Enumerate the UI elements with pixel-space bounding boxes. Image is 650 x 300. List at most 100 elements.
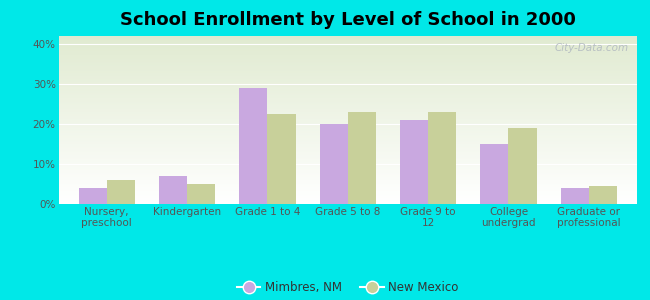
Bar (58, 172, 637, 173)
Bar (58, 92, 637, 93)
Bar (58, 153, 637, 154)
Bar (58, 136, 637, 137)
Bar (58, 200, 637, 201)
Bar (58, 110, 637, 111)
Bar (58, 113, 637, 114)
Bar (58, 112, 637, 113)
Bar (58, 190, 637, 191)
Bar (58, 37, 637, 38)
Bar (58, 170, 637, 171)
Bar (58, 119, 637, 120)
Bar (58, 64, 637, 65)
Bar (58, 188, 637, 189)
Bar (58, 74, 637, 75)
Bar (58, 93, 637, 94)
Bar (58, 194, 637, 195)
Title: School Enrollment by Level of School in 2000: School Enrollment by Level of School in … (120, 11, 576, 29)
Bar (58, 168, 637, 169)
Bar (58, 81, 637, 82)
Bar (58, 36, 637, 37)
Bar (58, 129, 637, 130)
Bar (58, 166, 637, 167)
Bar (58, 83, 637, 84)
Bar (58, 82, 637, 83)
Bar (58, 187, 637, 188)
Bar (58, 201, 637, 202)
Bar (58, 57, 637, 58)
Bar (58, 192, 637, 193)
Bar (58, 152, 637, 153)
Bar (58, 155, 637, 156)
Bar (58, 87, 637, 88)
Bar (58, 101, 637, 102)
Bar (58, 151, 637, 152)
Bar (58, 164, 637, 165)
Bar (58, 50, 637, 51)
Bar (58, 114, 637, 115)
Bar (58, 145, 637, 146)
Bar (58, 76, 637, 77)
Bar (58, 67, 637, 68)
Bar (58, 90, 637, 91)
Bar (58, 174, 637, 175)
Bar (58, 62, 637, 63)
Bar (58, 47, 637, 48)
Bar (58, 95, 637, 96)
Bar (58, 143, 637, 144)
Bar (58, 169, 637, 170)
Bar (159, 176, 187, 204)
Bar (58, 203, 637, 204)
Bar (58, 71, 637, 72)
Bar (58, 107, 637, 108)
Bar (239, 88, 267, 204)
Bar (58, 99, 637, 100)
Bar (58, 135, 637, 136)
Bar (58, 61, 637, 62)
Bar (58, 159, 637, 160)
Bar (79, 188, 107, 204)
Bar (58, 40, 637, 41)
Bar (58, 120, 637, 121)
Bar (58, 133, 637, 134)
Bar (58, 109, 637, 110)
Bar (58, 116, 637, 117)
Bar (320, 124, 348, 204)
Bar (58, 48, 637, 49)
Bar (58, 154, 637, 155)
Bar (58, 53, 637, 54)
Bar (58, 131, 637, 132)
Bar (58, 94, 637, 95)
Bar (58, 140, 637, 141)
Bar (58, 102, 637, 103)
Bar (58, 59, 637, 60)
Bar (58, 56, 637, 57)
Bar (58, 49, 637, 50)
Bar (58, 169, 637, 170)
Bar (58, 130, 637, 131)
Bar (58, 184, 637, 185)
Bar (58, 72, 637, 73)
Bar (58, 97, 637, 98)
Bar (58, 44, 637, 45)
Bar (58, 65, 637, 66)
Bar (58, 55, 637, 56)
Bar (58, 191, 637, 192)
Bar (58, 98, 637, 99)
Bar (561, 188, 589, 204)
Bar (58, 185, 637, 186)
Bar (267, 114, 296, 204)
Bar (58, 88, 637, 89)
Bar (58, 189, 637, 190)
Text: City-Data.com: City-Data.com (554, 43, 629, 53)
Bar (58, 108, 637, 109)
Bar (58, 181, 637, 182)
Bar (58, 163, 637, 164)
Bar (58, 124, 637, 125)
Bar (58, 105, 637, 106)
Bar (58, 51, 637, 52)
Bar (58, 165, 637, 166)
Bar (58, 182, 637, 183)
Bar (58, 157, 637, 158)
Bar (428, 112, 456, 204)
Bar (58, 202, 637, 203)
